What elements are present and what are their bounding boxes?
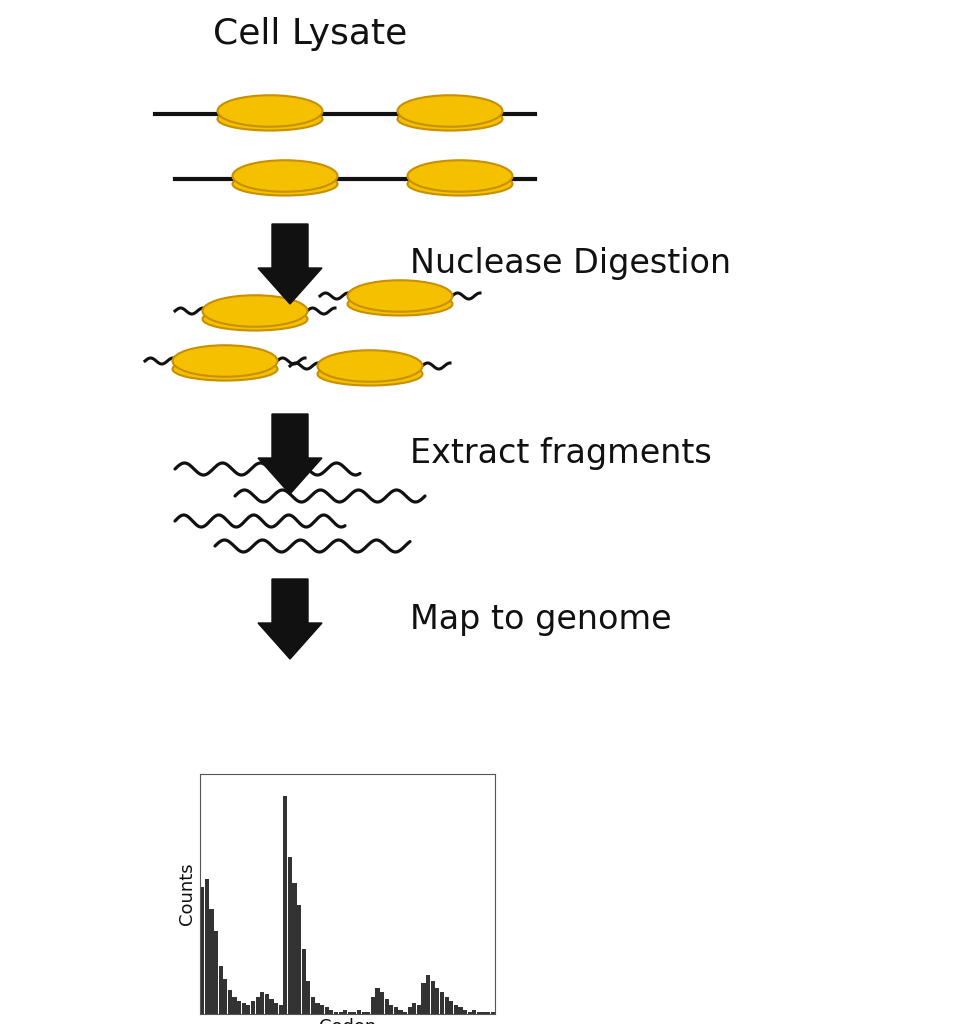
Bar: [463, 1010, 468, 1014]
Ellipse shape: [397, 108, 502, 130]
Bar: [371, 996, 375, 1014]
Bar: [204, 879, 209, 1014]
Ellipse shape: [318, 362, 422, 386]
Bar: [274, 1004, 278, 1014]
Text: Nuclease Digestion: Nuclease Digestion: [410, 248, 732, 281]
Bar: [352, 1012, 356, 1014]
Bar: [219, 966, 223, 1014]
Bar: [201, 888, 204, 1014]
Bar: [334, 1012, 338, 1014]
Bar: [293, 883, 297, 1014]
Bar: [385, 998, 389, 1014]
Bar: [247, 1006, 251, 1014]
Bar: [440, 992, 444, 1014]
Bar: [454, 1006, 458, 1014]
Bar: [288, 857, 292, 1014]
Bar: [265, 994, 269, 1014]
Bar: [468, 1012, 471, 1014]
Bar: [348, 1012, 352, 1014]
Bar: [408, 1008, 412, 1014]
Bar: [232, 996, 237, 1014]
Text: Extract fragments: Extract fragments: [410, 437, 711, 470]
Bar: [283, 796, 287, 1014]
Bar: [412, 1004, 417, 1014]
Bar: [329, 1010, 333, 1014]
Bar: [242, 1004, 246, 1014]
Bar: [255, 996, 260, 1014]
Bar: [278, 1006, 283, 1014]
Bar: [311, 996, 315, 1014]
Bar: [444, 996, 448, 1014]
Ellipse shape: [203, 307, 307, 331]
Ellipse shape: [203, 295, 307, 327]
Bar: [214, 931, 218, 1014]
Bar: [403, 1012, 407, 1014]
Bar: [398, 1010, 402, 1014]
Ellipse shape: [407, 160, 513, 191]
Bar: [394, 1008, 398, 1014]
Ellipse shape: [318, 350, 422, 382]
Ellipse shape: [232, 172, 338, 196]
Y-axis label: Counts: Counts: [178, 862, 196, 926]
Bar: [458, 1008, 463, 1014]
Bar: [306, 981, 310, 1014]
Bar: [297, 905, 301, 1014]
Bar: [421, 983, 425, 1014]
Bar: [435, 988, 440, 1014]
Bar: [481, 1012, 486, 1014]
Ellipse shape: [218, 108, 323, 130]
Bar: [237, 1000, 241, 1014]
Bar: [472, 1010, 476, 1014]
Bar: [357, 1010, 361, 1014]
Bar: [477, 1012, 481, 1014]
Bar: [431, 981, 435, 1014]
Bar: [339, 1012, 343, 1014]
Bar: [417, 1006, 421, 1014]
Ellipse shape: [218, 95, 323, 127]
FancyArrow shape: [258, 579, 322, 659]
Bar: [491, 1012, 494, 1014]
Bar: [380, 992, 384, 1014]
Bar: [316, 1004, 320, 1014]
Bar: [228, 990, 232, 1014]
Bar: [324, 1008, 329, 1014]
Bar: [486, 1012, 491, 1014]
X-axis label: Codon: Codon: [319, 1018, 376, 1024]
Bar: [366, 1012, 371, 1014]
Text: Cell Lysate: Cell Lysate: [213, 17, 407, 51]
Bar: [224, 979, 228, 1014]
Ellipse shape: [407, 172, 513, 196]
Ellipse shape: [348, 293, 452, 315]
Bar: [320, 1006, 324, 1014]
Bar: [260, 992, 264, 1014]
Ellipse shape: [397, 95, 502, 127]
Ellipse shape: [348, 281, 452, 311]
Bar: [362, 1012, 366, 1014]
Bar: [209, 909, 213, 1014]
Ellipse shape: [173, 345, 277, 377]
Bar: [375, 988, 379, 1014]
FancyArrow shape: [258, 414, 322, 494]
Bar: [270, 998, 274, 1014]
Bar: [301, 948, 306, 1014]
Bar: [449, 1000, 453, 1014]
Text: Map to genome: Map to genome: [410, 602, 672, 636]
FancyArrow shape: [258, 224, 322, 304]
Bar: [251, 1000, 255, 1014]
Bar: [389, 1006, 394, 1014]
Bar: [343, 1010, 348, 1014]
Ellipse shape: [232, 160, 338, 191]
Bar: [426, 975, 430, 1014]
Ellipse shape: [173, 357, 277, 381]
